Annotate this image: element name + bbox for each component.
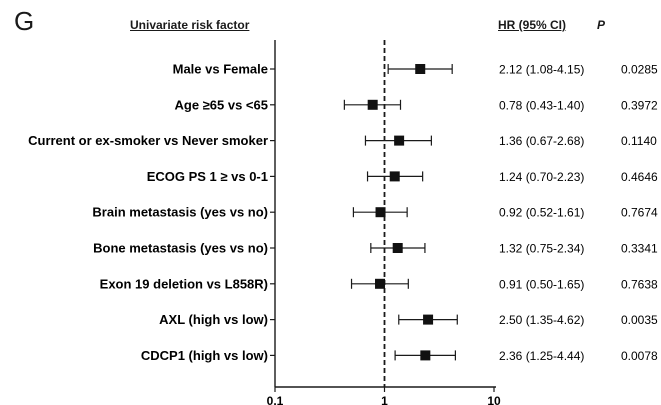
hr-ci-value: 2.12 (1.08-4.15): [499, 63, 584, 77]
p-value: 0.3341: [621, 242, 658, 256]
hr-point-marker: [423, 314, 434, 325]
hr-ci-value: 2.50 (1.35-4.62): [499, 313, 584, 327]
risk-factor-label: AXL (high vs low): [159, 312, 268, 327]
x-tick-label: 1: [381, 394, 388, 405]
p-value: 0.0078: [621, 349, 658, 363]
hr-point-marker: [394, 135, 405, 146]
p-value: 0.7674: [621, 206, 658, 220]
p-value: 0.4646: [621, 170, 658, 184]
factor-column-header: Univariate risk factor: [130, 18, 250, 32]
risk-factor-label: ECOG PS 1 ≥ vs 0-1: [147, 169, 268, 184]
hr-ci-value: 1.24 (0.70-2.23): [499, 170, 584, 184]
risk-factor-label: Age ≥65 vs <65: [174, 97, 268, 112]
p-value: 0.0285: [621, 63, 658, 77]
x-tick-label: 10: [487, 394, 501, 405]
panel-letter: G: [14, 6, 35, 36]
risk-factor-label: Brain metastasis (yes vs no): [92, 205, 268, 220]
hr-ci-value: 1.32 (0.75-2.34): [499, 242, 584, 256]
risk-factor-label: Exon 19 deletion vs L858R): [100, 276, 268, 291]
hr-point-marker: [375, 278, 386, 289]
hr-column-header: HR (95% CI): [498, 18, 567, 32]
hr-point-marker: [367, 99, 378, 110]
hr-ci-value: 1.36 (0.67-2.68): [499, 134, 584, 148]
p-value: 0.0035: [621, 313, 658, 327]
hr-ci-value: 2.36 (1.25-4.44): [499, 349, 584, 363]
p-value: 0.7638: [621, 277, 658, 291]
hr-point-marker: [375, 207, 386, 218]
risk-factor-label: Bone metastasis (yes vs no): [93, 241, 268, 256]
hr-point-marker: [415, 64, 426, 74]
risk-factor-label: CDCP1 (high vs low): [141, 348, 268, 363]
risk-factor-label: Male vs Female: [173, 62, 268, 77]
risk-factor-label: Current or ex-smoker vs Never smoker: [28, 133, 268, 148]
hr-point-marker: [420, 350, 431, 361]
plot-axes: 0.1 1 10: [267, 40, 501, 405]
plot-rows: Male vs Female 2.12 (1.08-4.15) 0.0285 Age …: [28, 62, 658, 363]
p-value: 0.3972: [621, 98, 658, 112]
p-value: 0.1140: [621, 134, 657, 148]
p-column-header: P: [597, 18, 606, 32]
hr-ci-value: 0.92 (0.52-1.61): [499, 206, 584, 220]
x-tick-label: 0.1: [267, 394, 284, 405]
hr-point-marker: [392, 243, 403, 253]
hr-point-marker: [389, 171, 400, 182]
hr-ci-value: 0.78 (0.43-1.40): [499, 98, 584, 112]
hr-ci-value: 0.91 (0.50-1.65): [499, 277, 584, 291]
